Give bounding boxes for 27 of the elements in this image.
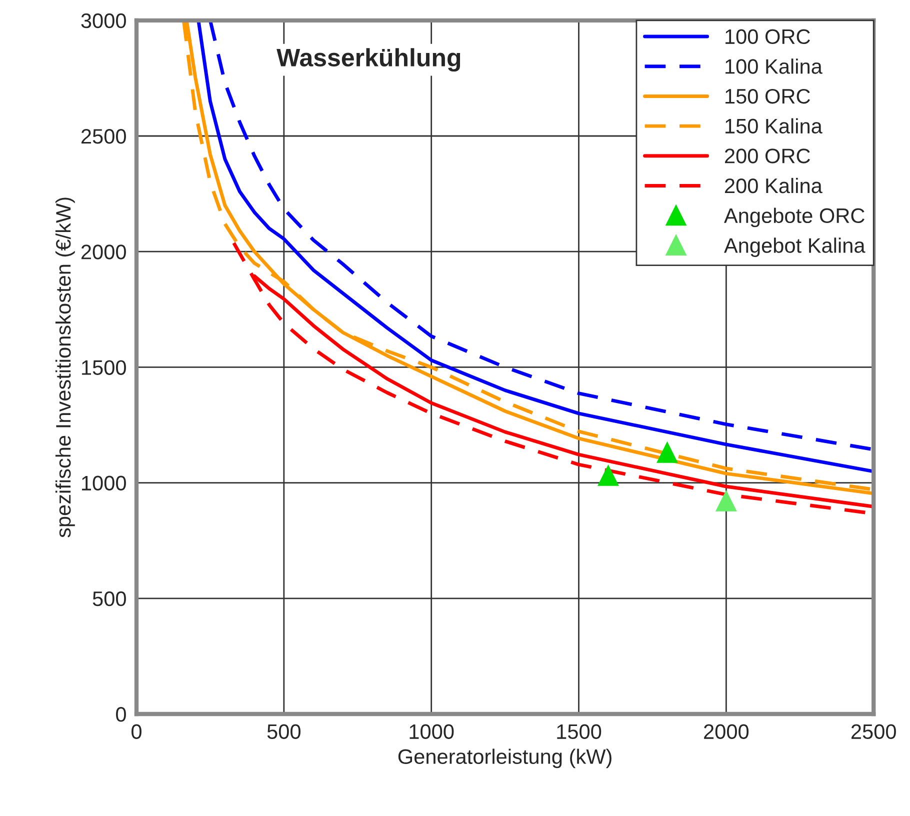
y-axis-title: spezifische Investitionskosten (€/kW) (55, 198, 75, 538)
legend-label: 200 Kalina (725, 178, 822, 194)
legend-label: Angebote ORC (724, 208, 864, 228)
y-tick-label: 1500 (82, 360, 126, 375)
legend-label: 100 ORC (726, 29, 810, 44)
x-tick-label: 1000 (410, 724, 454, 740)
x-tick-label: 2000 (704, 724, 749, 740)
annotation: Wasserkühlung (276, 48, 460, 72)
point (598, 466, 618, 486)
x-axis-title: Generatorleistung (kW) (398, 748, 612, 768)
x-tick-label: 1500 (557, 724, 602, 740)
legend-label: 200 ORC (725, 148, 810, 164)
legend-label: 100 Kalina (726, 58, 822, 74)
y-tick-label: 1000 (82, 476, 126, 491)
point (657, 442, 678, 463)
legend-label: 150 Kalina (726, 118, 822, 134)
legend-label: Angebot Kalina (724, 238, 866, 258)
legend-label: 150 ORC (726, 88, 810, 104)
x-tick-label: 0 (132, 724, 142, 740)
y-tick-label: 2500 (81, 129, 126, 144)
x-tick-label: 500 (267, 724, 300, 740)
y-tick-label: 3000 (81, 13, 126, 28)
y-tick-label: 0 (116, 707, 126, 722)
point (716, 491, 736, 512)
x-tick-label: 2500 (851, 724, 896, 740)
y-tick-label: 2000 (81, 244, 126, 260)
y-tick-label: 500 (92, 591, 126, 606)
